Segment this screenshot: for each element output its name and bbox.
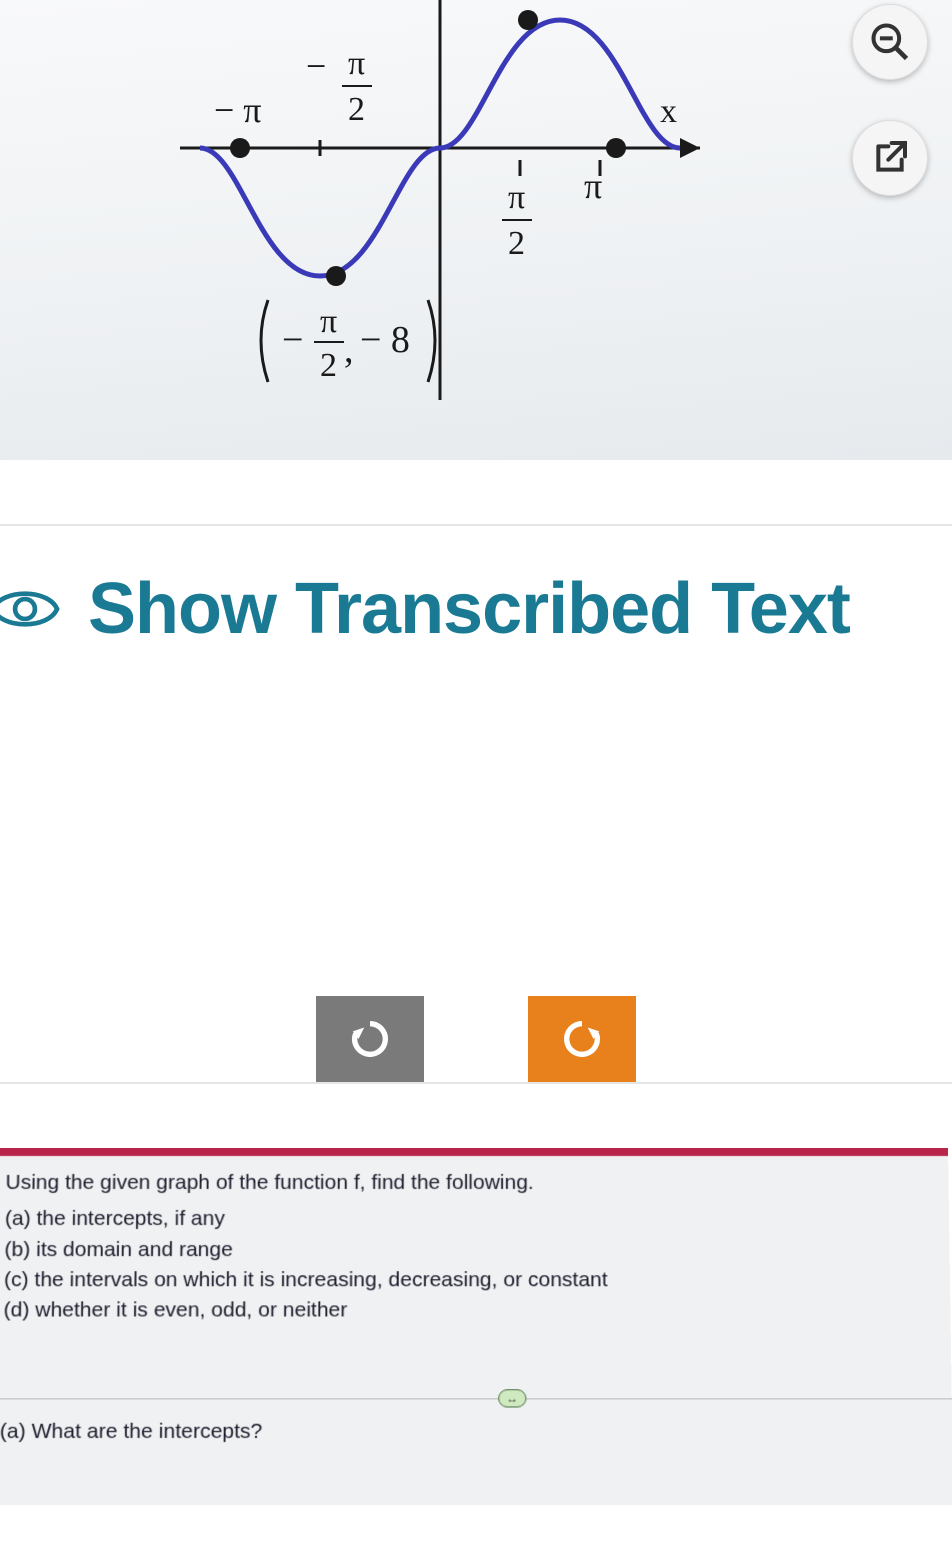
zoom-out-icon: [868, 20, 912, 64]
svg-text:x: x: [660, 93, 677, 130]
svg-text:π: π: [584, 166, 602, 206]
rotate-cw-icon: [559, 1016, 605, 1062]
open-external-icon: [870, 138, 910, 178]
rotate-ccw-icon: [347, 1016, 393, 1062]
svg-text:−: −: [306, 46, 326, 86]
zoom-out-button[interactable]: [852, 4, 928, 80]
question-sub-a: (a) What are the intercepts?: [0, 1400, 952, 1445]
question-part-c: (c) the intervals on which it is increas…: [4, 1267, 940, 1293]
rotate-controls: [0, 996, 952, 1084]
show-transcribed-label: Show Transcribed Text: [88, 568, 850, 650]
svg-text:−: −: [282, 319, 303, 361]
question-part-d: (d) whether it is even, odd, or neither: [3, 1297, 940, 1323]
svg-text:2: 2: [320, 347, 337, 384]
question-panel: Using the given graph of the function f,…: [0, 1148, 952, 1505]
function-graph: − π − π 2 π 2 π x − π 2 , − 8: [0, 0, 952, 460]
question-part-a: (a) the intercepts, if any: [5, 1206, 940, 1232]
graph-photo-region: − π − π 2 π 2 π x − π 2 , − 8: [0, 0, 952, 460]
question-lead: Using the given graph of the function f,…: [5, 1170, 938, 1196]
resize-handle[interactable]: ↔: [498, 1390, 526, 1408]
svg-text:− π: − π: [214, 90, 261, 130]
show-transcribed-toggle[interactable]: Show Transcribed Text: [0, 526, 952, 650]
question-part-b: (b) its domain and range: [4, 1237, 939, 1263]
svg-text:− 8: − 8: [360, 319, 410, 361]
question-body: Using the given graph of the function f,…: [0, 1156, 951, 1336]
svg-text:π: π: [348, 45, 365, 82]
rotate-cw-button[interactable]: [528, 996, 636, 1082]
question-separator: ↔: [0, 1399, 952, 1400]
open-external-button[interactable]: [852, 120, 928, 196]
svg-text:π: π: [320, 303, 337, 340]
svg-text:2: 2: [508, 225, 525, 262]
svg-text:2: 2: [348, 91, 365, 128]
rotate-ccw-button[interactable]: [316, 996, 424, 1082]
svg-text:,: ,: [344, 329, 354, 371]
svg-text:π: π: [508, 179, 525, 216]
eye-icon: [0, 574, 60, 644]
